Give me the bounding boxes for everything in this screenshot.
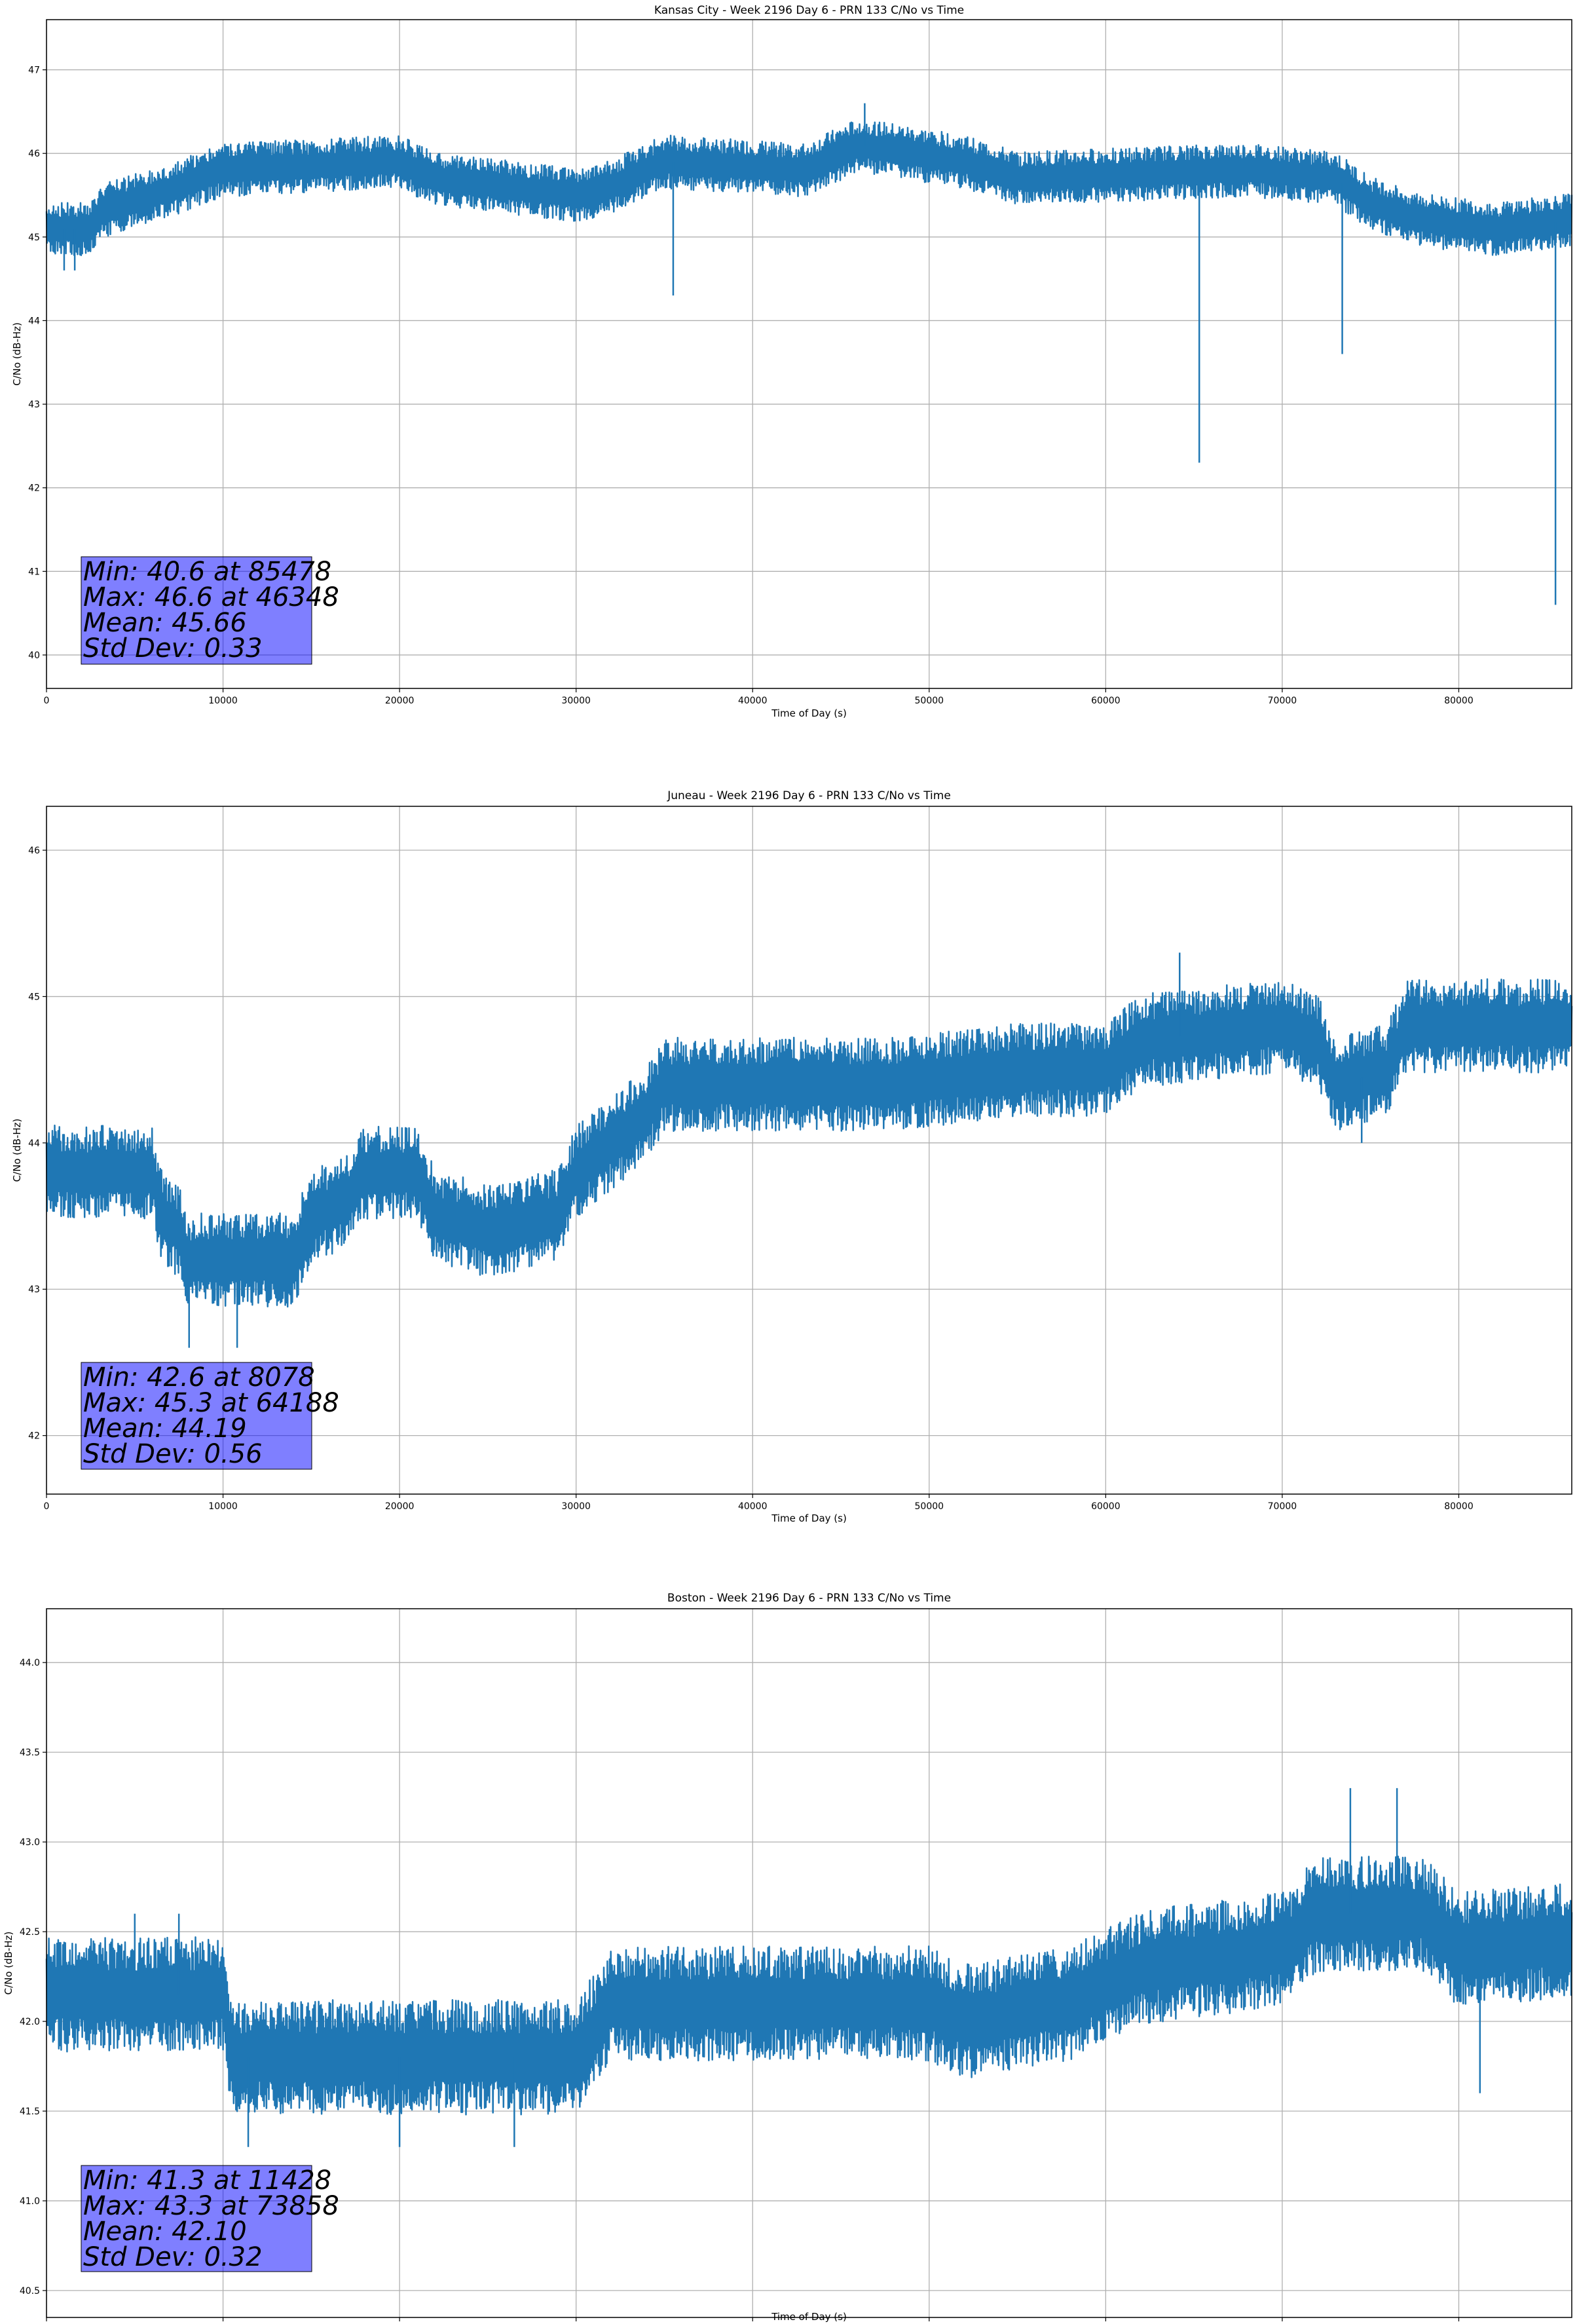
chart-0-xtick-label: 70000 (1268, 696, 1297, 706)
chart-2-series-line (45, 1856, 1573, 2116)
chart-2-stats-min: Min: 41.3 at 11428 (83, 2165, 331, 2196)
chart-1-xtick-label: 40000 (738, 1501, 768, 1512)
chart-1-xtick-label: 0 (44, 1501, 50, 1512)
chart-0-ytick-label: 44 (28, 316, 40, 326)
chart-0-xtick-label: 30000 (561, 696, 591, 706)
chart-0-xtick-label: 60000 (1091, 696, 1121, 706)
chart-0-ytick-label: 46 (28, 149, 40, 159)
chart-1-ytick-label: 42 (28, 1431, 40, 1442)
chart-1-xtick-label: 20000 (385, 1501, 415, 1512)
chart-1-xtick-label: 50000 (915, 1501, 944, 1512)
chart-2-ytick-label: 41.5 (20, 2107, 40, 2117)
chart-1-stats-mean: Mean: 44.19 (83, 1414, 247, 1444)
chart-2-ytick-label: 43.0 (20, 1837, 40, 1848)
chart-2-plot-frame (46, 1608, 1572, 2318)
chart-0-ytick-label: 40 (28, 650, 40, 661)
chart-2-ytick-label: 44.0 (20, 1658, 40, 1668)
chart-2-ylabel: C/No (dB-Hz) (3, 1932, 14, 1995)
chart-0-ytick-label: 45 (28, 233, 40, 243)
chart-0-stats-max: Max: 46.6 at 46348 (83, 582, 339, 612)
chart-0-ytick-label: 43 (28, 400, 40, 410)
chart-1-ylabel: C/No (dB-Hz) (11, 1119, 23, 1182)
chart-2-ytick-label: 43.5 (20, 1748, 40, 1758)
chart-1-ytick-label: 46 (28, 846, 40, 856)
chart-2-stats-mean: Mean: 42.10 (83, 2217, 247, 2247)
chart-1-series-line (45, 978, 1573, 1308)
chart-2-stats-max: Max: 43.3 at 73858 (83, 2191, 339, 2221)
chart-0-xlabel: Time of Day (s) (771, 707, 847, 719)
chart-0-xtick-label: 10000 (208, 696, 238, 706)
chart-0-title: Kansas City - Week 2196 Day 6 - PRN 133 … (654, 4, 964, 17)
chart-1-ytick-label: 45 (28, 992, 40, 1002)
chart-0-plot-frame (46, 19, 1572, 689)
chart-1-xlabel: Time of Day (s) (771, 1512, 847, 1524)
chart-2-stats-std: Std Dev: 0.32 (83, 2242, 263, 2272)
chart-juneau: Juneau - Week 2196 Day 6 - PRN 133 C/No … (11, 789, 1573, 1524)
chart-boston: Boston - Week 2196 Day 6 - PRN 133 C/No … (3, 1592, 1573, 2323)
chart-0-xtick-label: 0 (44, 696, 50, 706)
chart-1-stats-box (81, 1362, 312, 1470)
chart-1-plot-frame (46, 806, 1572, 1495)
chart-kansas-city: Kansas City - Week 2196 Day 6 - PRN 133 … (11, 4, 1573, 719)
chart-0-xtick-label: 20000 (385, 696, 415, 706)
chart-0-ytick-label: 47 (28, 66, 40, 76)
chart-0-stats-min: Min: 40.6 at 85478 (83, 557, 331, 587)
chart-0-stats-mean: Mean: 45.66 (83, 608, 247, 638)
chart-1-xtick-label: 60000 (1091, 1501, 1121, 1512)
chart-2-ytick-label: 40.5 (20, 2286, 40, 2296)
chart-0-series-line (45, 121, 1573, 257)
chart-1-ytick-label: 43 (28, 1284, 40, 1295)
chart-0-ylabel: C/No (dB-Hz) (11, 322, 23, 386)
chart-2-ytick-label: 42.0 (20, 2017, 40, 2027)
chart-1-title: Juneau - Week 2196 Day 6 - PRN 133 C/No … (667, 789, 951, 802)
chart-1-xtick-label: 30000 (561, 1501, 591, 1512)
chart-2-ytick-label: 41.0 (20, 2196, 40, 2207)
chart-2-stats-box (81, 2165, 312, 2272)
chart-0-xtick-label: 80000 (1444, 696, 1474, 706)
chart-0-xtick-label: 50000 (915, 696, 944, 706)
chart-2-title: Boston - Week 2196 Day 6 - PRN 133 C/No … (667, 1592, 951, 1605)
chart-0-stats-box (81, 556, 312, 665)
chart-2-ytick-label: 42.5 (20, 1927, 40, 1938)
chart-0-ytick-label: 41 (28, 567, 40, 577)
chart-1-xtick-label: 10000 (208, 1501, 238, 1512)
chart-1-stats-max: Max: 45.3 at 64188 (83, 1388, 339, 1418)
chart-1-xtick-label: 70000 (1268, 1501, 1297, 1512)
chart-2-xlabel: Time of Day (s) (771, 2311, 847, 2323)
chart-1-xtick-label: 80000 (1444, 1501, 1474, 1512)
chart-0-ytick-label: 42 (28, 483, 40, 494)
chart-0-stats-std: Std Dev: 0.33 (83, 633, 263, 664)
chart-1-stats-std: Std Dev: 0.56 (83, 1439, 263, 1469)
chart-1-ytick-label: 44 (28, 1138, 40, 1149)
chart-0-xtick-label: 40000 (738, 696, 768, 706)
chart-1-stats-min: Min: 42.6 at 8078 (83, 1362, 315, 1393)
